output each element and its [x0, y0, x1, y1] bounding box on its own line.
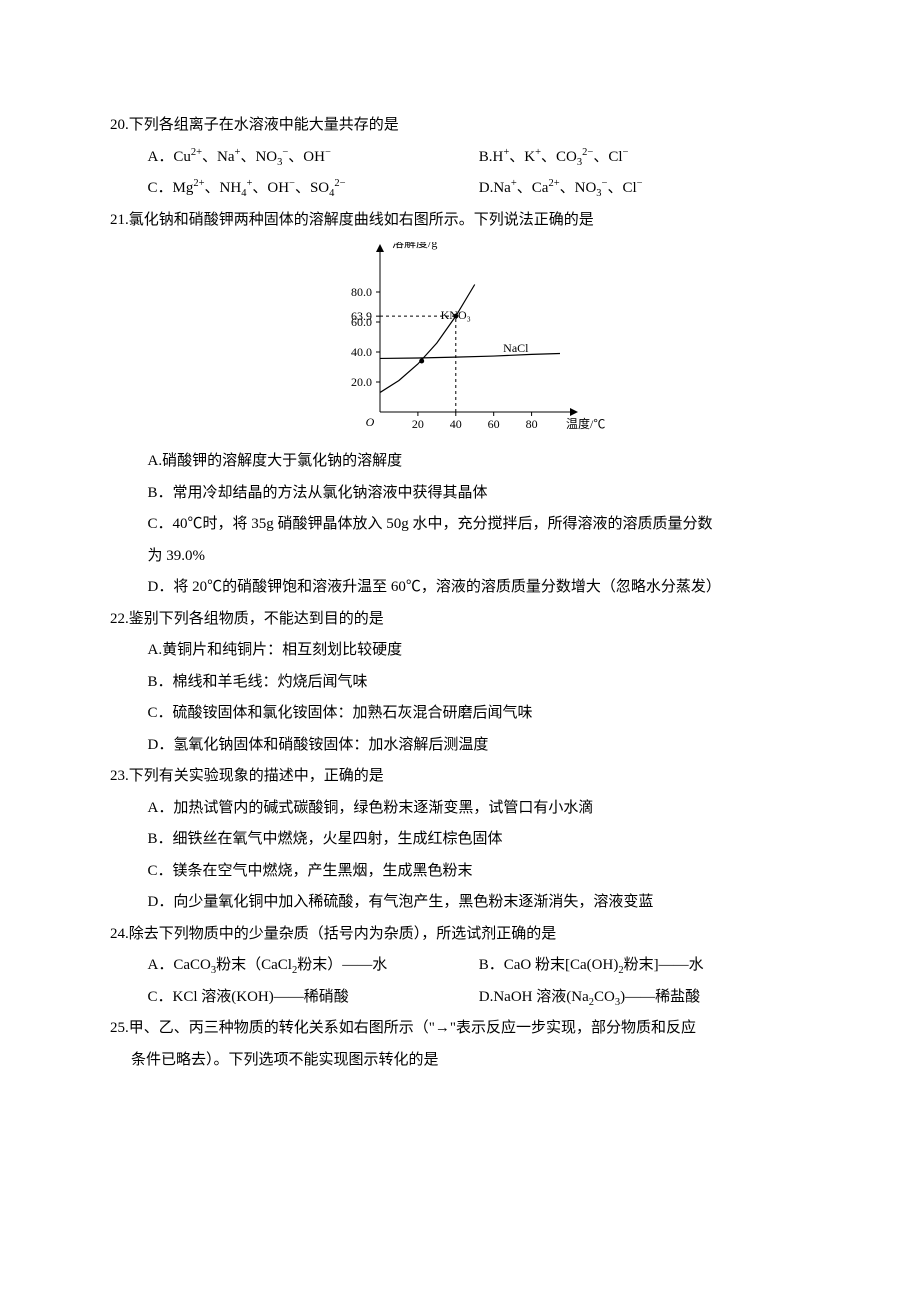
svg-text:40.0: 40.0	[351, 345, 372, 359]
question-22: 22.鉴别下列各组物质，不能达到目的的是 A.黄铜片和纯铜片：相互刻划比较硬度 …	[110, 604, 810, 762]
q25-stem-line2: 条件已略去）。下列选项不能实现图示转化的是	[110, 1045, 810, 1077]
q24-opt-d: D.NaOH 溶液(Na2CO3)——稀盐酸	[479, 982, 810, 1014]
q24-row-ab: A．CaCO3粉末（CaCl2粉末）——水 B．CaO 粉末[Ca(OH)2粉末…	[148, 950, 811, 982]
svg-text:O: O	[366, 415, 375, 429]
q23-stem: 23.下列有关实验现象的描述中，正确的是	[110, 761, 810, 793]
q23-opt-d: D．向少量氧化铜中加入稀硫酸，有气泡产生，黑色粉末逐渐消失，溶液变蓝	[110, 887, 810, 919]
question-21: 21.氯化钠和硝酸钾两种固体的溶解度曲线如右图所示。下列说法正确的是 20 40 6…	[110, 205, 810, 604]
q21-opt-c-line1: C．40℃时，将 35g 硝酸钾晶体放入 50g 水中，充分搅拌后，所得溶液的溶…	[110, 509, 810, 541]
svg-text:20: 20	[412, 417, 424, 431]
q20-c-label: C．	[148, 180, 173, 196]
q21-stem: 21.氯化钠和硝酸钾两种固体的溶解度曲线如右图所示。下列说法正确的是	[110, 205, 810, 237]
question-25: 25.甲、乙、丙三种物质的转化关系如右图所示（"→"表示反应一步实现，部分物质和…	[110, 1013, 810, 1076]
q24-opt-b: B．CaO 粉末[Ca(OH)2粉末]——水	[479, 950, 810, 982]
svg-text:80.0: 80.0	[351, 285, 372, 299]
q20-opt-c: C．Mg2+、NH4+、OH−、SO42−	[148, 173, 479, 205]
q23-opt-a: A．加热试管内的碱式碳酸铜，绿色粉末逐渐变黑，试管口有小水滴	[110, 793, 810, 825]
q25-stem-line1: 25.甲、乙、丙三种物质的转化关系如右图所示（"→"表示反应一步实现，部分物质和…	[110, 1013, 810, 1045]
svg-text:温度/℃: 温度/℃	[566, 416, 605, 431]
q24-stem: 24.除去下列物质中的少量杂质（括号内为杂质），所选试剂正确的是	[110, 919, 810, 951]
q23-opt-b: B．细铁丝在氧气中燃烧，火星四射，生成红棕色固体	[110, 824, 810, 856]
q21-opt-b: B．常用冷却结晶的方法从氯化钠溶液中获得其晶体	[110, 478, 810, 510]
svg-text:63.9: 63.9	[351, 309, 372, 323]
q23-opt-c: C．镁条在空气中燃烧，产生黑烟，生成黑色粉末	[110, 856, 810, 888]
q20-row-ab: A．Cu2+、Na+、NO3−、OH− B.H+、K+、CO32−、Cl−	[148, 142, 811, 174]
q24-opt-a: A．CaCO3粉末（CaCl2粉末）——水	[148, 950, 479, 982]
q22-opt-c: C．硫酸铵固体和氯化铵固体：加熟石灰混合研磨后闻气味	[110, 698, 810, 730]
q24-opt-c: C．KCl 溶液(KOH)——稀硝酸	[148, 982, 479, 1014]
svg-text:80: 80	[526, 417, 538, 431]
q20-opt-d: D.Na+、Ca2+、NO3−、Cl−	[479, 173, 810, 205]
q22-opt-a: A.黄铜片和纯铜片：相互刻划比较硬度	[110, 635, 810, 667]
q24-options: A．CaCO3粉末（CaCl2粉末）——水 B．CaO 粉末[Ca(OH)2粉末…	[110, 950, 810, 1013]
q22-stem: 22.鉴别下列各组物质，不能达到目的的是	[110, 604, 810, 636]
q20-opt-a: A．Cu2+、Na+、NO3−、OH−	[148, 142, 479, 174]
svg-text:60: 60	[488, 417, 500, 431]
q22-opt-b: B．棉线和羊毛线：灼烧后闻气味	[110, 667, 810, 699]
q21-opt-d: D．将 20℃的硝酸钾饱和溶液升温至 60℃，溶液的溶质质量分数增大（忽略水分蒸…	[110, 572, 810, 604]
q24-row-cd: C．KCl 溶液(KOH)——稀硝酸 D.NaOH 溶液(Na2CO3)——稀盐…	[148, 982, 811, 1014]
svg-text:NaCl: NaCl	[503, 341, 529, 355]
q21-opt-c-line2: 为 39.0%	[110, 541, 810, 573]
q20-stem: 20.下列各组离子在水溶液中能大量共存的是	[110, 110, 810, 142]
question-20: 20.下列各组离子在水溶液中能大量共存的是 A．Cu2+、Na+、NO3−、OH…	[110, 110, 810, 205]
svg-text:溶解度/g: 溶解度/g	[392, 242, 437, 250]
q22-opt-d: D．氢氧化钠固体和硝酸铵固体：加水溶解后测温度	[110, 730, 810, 762]
q20-options: A．Cu2+、Na+、NO3−、OH− B.H+、K+、CO32−、Cl− C．…	[110, 142, 810, 205]
q20-row-cd: C．Mg2+、NH4+、OH−、SO42− D.Na+、Ca2+、NO3−、Cl…	[148, 173, 811, 205]
q21-chart-wrap: 2040608020.040.060.080.063.9O溶解度/g温度/℃Na…	[110, 236, 810, 446]
q20-opt-b: B.H+、K+、CO32−、Cl−	[479, 142, 810, 174]
svg-text:20.0: 20.0	[351, 375, 372, 389]
q20-b-label: B.	[479, 149, 493, 165]
q21-opt-a: A.硝酸钾的溶解度大于氯化钠的溶解度	[110, 446, 810, 478]
q20-d-label: D.	[479, 180, 494, 196]
question-24: 24.除去下列物质中的少量杂质（括号内为杂质），所选试剂正确的是 A．CaCO3…	[110, 919, 810, 1014]
q20-a-label: A．	[148, 149, 174, 165]
svg-text:40: 40	[450, 417, 462, 431]
question-23: 23.下列有关实验现象的描述中，正确的是 A．加热试管内的碱式碳酸铜，绿色粉末逐…	[110, 761, 810, 919]
solubility-chart: 2040608020.040.060.080.063.9O溶解度/g温度/℃Na…	[310, 242, 610, 442]
exam-page: 20.下列各组离子在水溶液中能大量共存的是 A．Cu2+、Na+、NO3−、OH…	[0, 0, 920, 1116]
